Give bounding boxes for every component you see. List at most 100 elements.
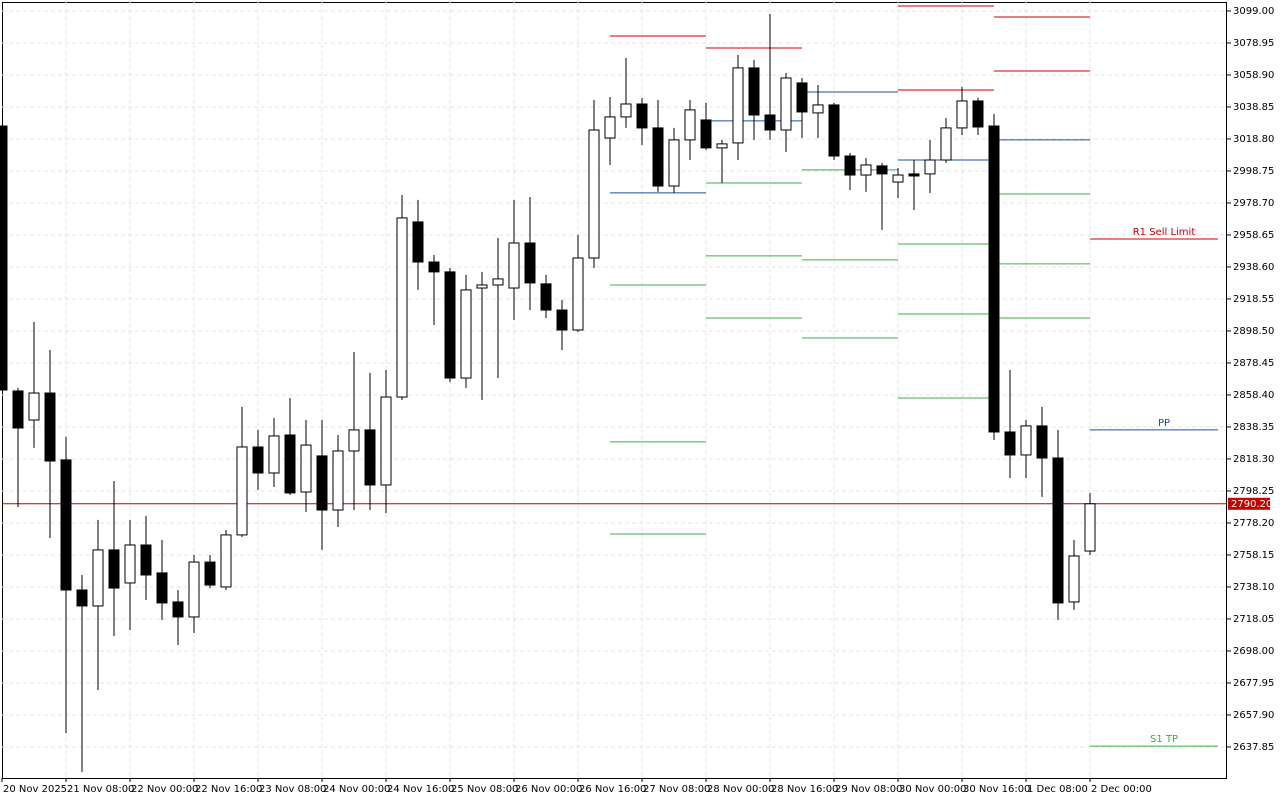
candle-body: [780, 77, 792, 131]
pivot-label: S1 TP: [1150, 734, 1178, 745]
candle-body: [508, 242, 520, 289]
candle-body: [44, 392, 56, 462]
candle-body: [28, 392, 40, 421]
y-tick-label: 2998.75: [1233, 166, 1274, 177]
candle-body: [524, 242, 536, 284]
candle-body: [172, 601, 184, 618]
x-tick-label: 20 Nov 2025: [3, 784, 67, 795]
candle-body: [940, 127, 952, 161]
candle-body: [764, 114, 776, 131]
candle-body: [908, 173, 920, 177]
candle-body: [444, 271, 456, 379]
y-tick-label: 2698.00: [1233, 646, 1274, 657]
x-tick-label: 24 Nov 16:00: [387, 784, 454, 795]
y-tick-label: 2677.95: [1233, 678, 1274, 689]
y-tick-label: 2718.05: [1233, 614, 1274, 625]
candle-body: [748, 67, 760, 116]
x-tick-label: 26 Nov 16:00: [579, 784, 646, 795]
y-tick-label: 3099.00: [1233, 6, 1274, 17]
candle-body: [556, 309, 568, 331]
candle-body: [1052, 457, 1064, 604]
candle-body: [876, 165, 888, 175]
candle-body: [828, 104, 840, 157]
candle-body: [1004, 431, 1016, 456]
candle-body: [380, 396, 392, 486]
candle-body: [620, 103, 632, 118]
y-tick-label: 3078.95: [1233, 38, 1274, 49]
candle-body: [668, 139, 680, 187]
x-tick-label: 2 Dec 00:00: [1091, 784, 1152, 795]
candle-body: [588, 129, 600, 259]
last-price-box: [1228, 497, 1270, 510]
candle-body: [812, 104, 824, 114]
candle-body: [364, 429, 376, 486]
candle-body: [428, 261, 440, 273]
candle-body: [1036, 425, 1048, 459]
candle-body: [540, 283, 552, 311]
candle-body: [716, 143, 728, 149]
y-tick-label: 3038.85: [1233, 102, 1274, 113]
y-tick-label: 2878.45: [1233, 358, 1274, 369]
y-tick-label: 2657.90: [1233, 710, 1274, 721]
candle-body: [92, 549, 104, 607]
x-tick-label: 25 Nov 08:00: [451, 784, 518, 795]
x-tick-label: 26 Nov 00:00: [515, 784, 582, 795]
y-tick-label: 2938.60: [1233, 262, 1274, 273]
candle-body: [972, 100, 984, 128]
x-tick-label: 24 Nov 00:00: [323, 784, 390, 795]
candle-body: [60, 459, 72, 591]
candle-body: [460, 289, 472, 379]
candle-body: [1068, 555, 1080, 603]
y-tick-label: 2838.35: [1233, 422, 1274, 433]
x-tick-label: 23 Nov 08:00: [259, 784, 326, 795]
y-tick-label: 2918.55: [1233, 294, 1274, 305]
candle-body: [412, 221, 424, 263]
candle-body: [188, 561, 200, 618]
candle-body: [860, 164, 872, 176]
pivot-label: PP: [1158, 418, 1170, 429]
candle-body: [924, 159, 936, 175]
candle-body: [492, 278, 504, 286]
candle-body: [156, 572, 168, 604]
x-tick-label: 30 Nov 00:00: [899, 784, 966, 795]
candle-body: [236, 446, 248, 536]
candle-body: [0, 125, 8, 391]
candle-body: [252, 446, 264, 474]
candle-body: [284, 434, 296, 494]
x-tick-label: 21 Nov 08:00: [67, 784, 134, 795]
candle-body: [300, 444, 312, 493]
y-tick-label: 3018.80: [1233, 134, 1274, 145]
candle-body: [604, 116, 616, 139]
candle-body: [892, 174, 904, 183]
y-tick-label: 2637.85: [1233, 742, 1274, 753]
y-tick-label: 2898.50: [1233, 326, 1274, 337]
candle-body: [396, 217, 408, 398]
candle-body: [204, 561, 216, 586]
candle-body: [1084, 503, 1096, 552]
y-tick-label: 2978.70: [1233, 198, 1274, 209]
x-tick-label: 22 Nov 16:00: [195, 784, 262, 795]
x-tick-label: 28 Nov 16:00: [771, 784, 838, 795]
x-tick-label: 30 Nov 16:00: [963, 784, 1030, 795]
y-tick-label: 2818.30: [1233, 454, 1274, 465]
candle-body: [732, 67, 744, 144]
candle-body: [220, 534, 232, 588]
y-tick-label: 3058.90: [1233, 70, 1274, 81]
candle-body: [332, 450, 344, 511]
candle-body: [956, 100, 968, 129]
y-tick-label: 2798.25: [1233, 486, 1274, 497]
candle-body: [140, 544, 152, 576]
candle-body: [796, 82, 808, 113]
candle-body: [124, 544, 136, 584]
x-tick-label: 22 Nov 00:00: [131, 784, 198, 795]
candle-body: [108, 549, 120, 589]
candle-body: [700, 119, 712, 149]
candle-body: [844, 155, 856, 176]
candle-body: [652, 127, 664, 187]
candle-body: [268, 435, 280, 474]
y-tick-label: 2958.65: [1233, 230, 1274, 241]
candle-body: [76, 589, 88, 607]
y-tick-label: 2738.10: [1233, 582, 1274, 593]
last-price-label: 2790.20: [1231, 499, 1272, 510]
candle-body: [684, 109, 696, 141]
